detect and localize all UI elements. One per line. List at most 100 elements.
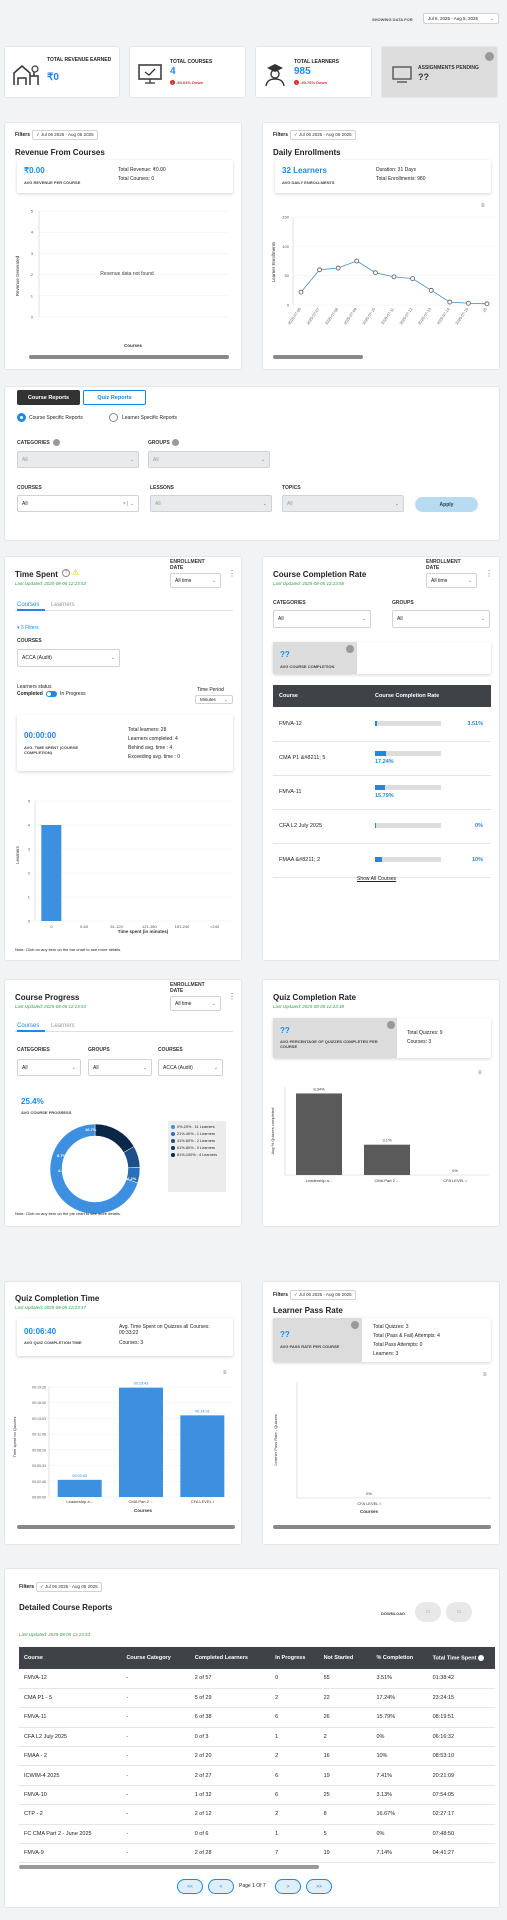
groups-select[interactable]: All ⌄ (88, 1059, 152, 1076)
table-row[interactable]: CMA P1 &#8211; 5 17.24% (273, 741, 491, 775)
horizontal-scrollbar[interactable] (273, 1525, 491, 1529)
x-tick-label: >240 (210, 924, 220, 929)
filter-date-pill[interactable]: ✓ Jul 06 2025 - Aug 05 2025 (36, 1582, 102, 1592)
lessons-select[interactable]: All ⌄ (150, 495, 272, 512)
filter-date-pill[interactable]: ✓ Jul 06 2025 - Aug 05 2025 (290, 1290, 356, 1300)
download-csv-icon[interactable]: ▭ (446, 1602, 472, 1622)
filters-toggle[interactable]: ▾ 3 Filters (17, 625, 39, 631)
menu-icon[interactable]: ≡ (478, 1070, 482, 1076)
legend-item[interactable]: 61%-80% - 0 Learners (171, 1146, 215, 1150)
status-in-progress[interactable]: In Progress (60, 691, 86, 697)
data-point (465, 300, 471, 306)
column-header[interactable]: Course (24, 1655, 43, 1661)
table-wrapper: Course Course Category Completed Learners I… (19, 1647, 495, 1863)
help-icon[interactable]: ? (62, 569, 70, 577)
tab-courses[interactable]: Courses (17, 1023, 40, 1029)
table-row[interactable]: CFA L2 July 2025 0% (273, 809, 491, 843)
column-header[interactable]: Total Time Spent (428, 1647, 495, 1669)
card-title: Quiz Completion Time (15, 1294, 100, 1303)
course-select[interactable]: ACCA (Audit) ⌄ (17, 649, 120, 667)
time-period-select[interactable]: Minutes ⌄ (195, 695, 233, 704)
status-completed[interactable]: Completed (17, 691, 43, 697)
courses-select[interactable]: All × | ⌄ (17, 495, 139, 512)
more-options-icon[interactable]: ⋮ (228, 569, 236, 578)
total-enrollments: Total Enrollments: 980 (376, 176, 426, 182)
next-page-button[interactable]: > (275, 1879, 301, 1894)
enrollment-date-select[interactable]: All time ⌄ (426, 573, 477, 588)
table-row[interactable]: FMVA-11 15.79% (273, 775, 491, 809)
horizontal-scrollbar[interactable] (29, 355, 229, 359)
categories-select[interactable]: All ⌄ (17, 1059, 81, 1076)
date-range-picker[interactable]: Jul 6, 2025 - Aug 5, 2025 ⌄ (423, 13, 499, 24)
course-name: FMVA-12 (279, 720, 302, 727)
prev-page-button[interactable]: < (208, 1879, 234, 1894)
column-header[interactable]: Not Started (323, 1655, 354, 1661)
info-icon[interactable] (478, 1654, 485, 1661)
menu-icon[interactable]: ≡ (483, 1372, 487, 1378)
table-row[interactable]: FMAA &#8211; 2 10% (273, 843, 491, 877)
total-quizzes: Total Quizzes: 3 (373, 1324, 409, 1330)
tab-learners[interactable]: Learners (51, 602, 75, 608)
horizontal-scrollbar[interactable] (273, 355, 363, 359)
table-cell: - (126, 1714, 129, 1721)
menu-icon[interactable]: ≡ (481, 203, 485, 209)
table-cell: 1 of 32 (194, 1792, 212, 1799)
first-page-button[interactable]: << (177, 1879, 203, 1894)
download-pdf-icon[interactable]: ▭ (415, 1602, 441, 1622)
chevron-down-icon: ⌄ (71, 1064, 76, 1071)
horizontal-scrollbar[interactable] (19, 1865, 319, 1869)
avg-completion-value: ?? (280, 650, 290, 659)
column-header[interactable]: % Completion (376, 1655, 414, 1661)
enrollment-date-select[interactable]: All time ⌄ (170, 996, 221, 1011)
y-axis-label: Learner Enrollments (271, 241, 276, 282)
legend-item[interactable]: 81%-100% - 4 Learners (171, 1153, 217, 1157)
data-point (410, 276, 416, 281)
filter-date-pill[interactable]: ✓ Jul 06 2025 - Aug 05 2025 (290, 130, 356, 140)
more-options-icon[interactable]: ⋮ (485, 569, 493, 578)
column-header[interactable]: Completed Learners (194, 1655, 248, 1661)
filter-date-pill[interactable]: ✓ Jul 06 2025 - Aug 05 2025 (32, 130, 98, 140)
series-line (300, 260, 488, 305)
x-tick-label: Leadership a... (66, 1499, 92, 1504)
enrollment-date-select[interactable]: All time ⌄ (170, 573, 221, 588)
show-all-courses-link[interactable]: Show All Courses (357, 876, 397, 882)
legend-item[interactable]: 41%-60% - 2 Learners (171, 1139, 215, 1143)
legend-item[interactable]: 21%-40% - 1 Learners (171, 1132, 215, 1136)
more-options-icon[interactable]: ⋮ (228, 992, 236, 1001)
column-header[interactable]: Course Category (126, 1655, 171, 1661)
horizontal-scrollbar[interactable] (17, 1525, 235, 1529)
table-row[interactable]: FMVA-12 3.51% (273, 707, 491, 741)
tab-quiz-reports[interactable]: Quiz Reports (83, 390, 146, 405)
quiz-time-card: Quiz Completion Time Last Updated: 2025-… (4, 1281, 242, 1545)
tab-courses[interactable]: Courses (17, 602, 40, 608)
lessons-label: LESSONS (150, 485, 174, 491)
apply-button[interactable]: Apply (415, 497, 478, 512)
course-select[interactable]: ACCA (Audit) ⌄ (158, 1059, 223, 1076)
topics-select[interactable]: All ⌄ (282, 495, 404, 512)
behind-avg: Behind avg. time : 4 (128, 745, 173, 751)
last-page-button[interactable]: >> (306, 1879, 332, 1894)
tab-learners[interactable]: Learners (51, 1023, 75, 1029)
groups-select[interactable]: All ⌄ (148, 451, 270, 468)
status-toggle[interactable] (46, 691, 57, 697)
categories-select[interactable]: All ⌄ (17, 451, 139, 468)
menu-icon[interactable]: ≡ (223, 1370, 227, 1376)
groups-select[interactable]: All ⌄ (392, 610, 490, 628)
radio-learner-specific[interactable] (109, 413, 118, 422)
table-cell: 02:27:17 (432, 1811, 455, 1818)
table-row[interactable]: FC CMA Part 2 - June 2025 - 0 of 6 1 5 0% 07:4… (19, 1824, 495, 1844)
categories-select[interactable]: All ⌄ (273, 610, 371, 628)
radio-course-specific[interactable] (17, 413, 26, 422)
tab-course-reports[interactable]: Course Reports (17, 390, 80, 405)
legend-item[interactable]: 0%-20% - 11 Learners (171, 1125, 215, 1129)
column-header[interactable]: In Progress (275, 1655, 306, 1661)
